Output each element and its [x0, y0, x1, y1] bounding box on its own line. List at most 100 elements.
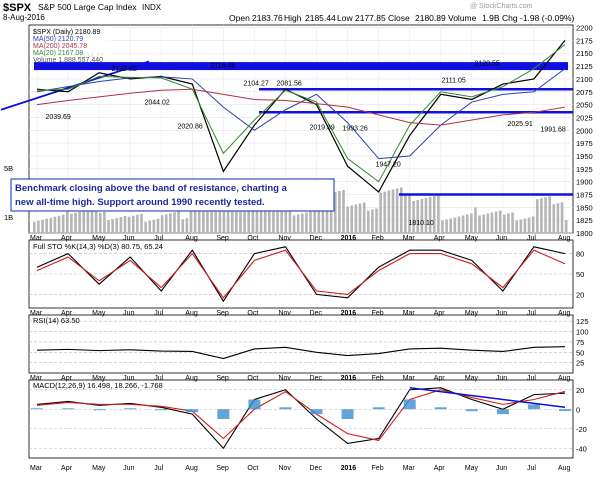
volume-bar [189, 191, 193, 233]
month-tick-label: Feb [372, 235, 384, 242]
volume-bar [523, 218, 527, 233]
y-tick-label: 2175 [576, 36, 593, 45]
y-tick-label: 100 [576, 328, 589, 337]
month-tick-label: Apr [434, 235, 446, 242]
volume-bar [457, 216, 461, 233]
volume-bar [111, 219, 114, 233]
month-tick-label: Jul [154, 235, 163, 242]
legend-volume: Volume 1,888,557,440 [33, 57, 103, 64]
y-tick-label: 1975 [576, 139, 593, 148]
volume-bar [490, 212, 494, 233]
month-tick-label: May [465, 375, 479, 382]
month-tick-label: Jun [123, 465, 134, 472]
open-value: 2183.76 [252, 13, 283, 23]
volume-bar [296, 214, 300, 233]
rsi-line [36, 346, 566, 360]
month-tick-label: 2016 [341, 465, 357, 472]
month-tick-label: Nov [278, 375, 291, 382]
histogram-bar [496, 409, 509, 415]
histogram-bar [93, 409, 106, 411]
price-annotation-label: 2111.05 [442, 77, 466, 84]
volume-bar [259, 204, 263, 233]
month-tick-label: Jun [123, 375, 134, 382]
y-tick-label: -20 [576, 425, 587, 434]
y-tick-label: 2050 [576, 101, 593, 110]
y-tick-label: 1800 [576, 229, 593, 238]
price-annotations: 2039.692134.722132.822044.022020.862116.… [46, 53, 566, 227]
volume-bar [263, 203, 267, 233]
volume-bar [181, 219, 185, 233]
volume-bar [371, 209, 374, 233]
volume-bar [478, 215, 481, 233]
price-line [36, 40, 566, 193]
histogram-bar [62, 408, 75, 410]
y-tick-label: 125 [576, 317, 589, 326]
month-tick-label: Aug [558, 310, 571, 317]
y-tick-label: -40 [576, 444, 587, 453]
price-annotation-label: 2132.82 [112, 66, 137, 73]
month-tick-label: Apr [434, 465, 446, 472]
volume-bar [160, 215, 164, 233]
volume-bar [53, 216, 57, 233]
month-tick-label: Nov [278, 235, 291, 242]
y-tick-label: 50 [576, 270, 584, 279]
volume-bar [424, 198, 428, 233]
y-tick-label: 2000 [576, 126, 593, 135]
price-annotation-label: 2025.91 [508, 121, 533, 128]
annotation-line-1: Benchmark closing above the band of resi… [15, 183, 288, 194]
volume-bar [284, 208, 288, 233]
volume-bar [127, 216, 131, 233]
volume-bar [164, 214, 168, 233]
volume-bar [449, 218, 453, 233]
month-tick-label: Aug [185, 235, 198, 242]
volume-bar [140, 213, 143, 233]
volume-bar [169, 213, 172, 233]
price-lines [36, 40, 566, 193]
volume-tick-label: 1B [4, 213, 13, 222]
volume-bar [486, 213, 490, 233]
price-annotation-label: 1947.20 [376, 161, 401, 168]
volume-bar [358, 203, 362, 233]
price-annotation-label: 2039.69 [46, 114, 71, 121]
volume-bar [379, 192, 382, 233]
volume-bar [230, 197, 234, 233]
histogram-bar [248, 399, 261, 410]
histogram-bar [465, 409, 478, 412]
month-tick-label: Dec [310, 235, 323, 242]
price-annotation-label: 2044.02 [145, 100, 170, 107]
volume-label: Volume [448, 13, 477, 23]
macd-lines: -40 -20 0 20 [29, 386, 587, 453]
volume-bar [255, 205, 259, 233]
month-tick-label: May [92, 465, 106, 472]
month-tick-label: Apr [61, 465, 73, 472]
macd-title: MACD(12,26,9) 16.498, 18.266, -1.768 [33, 381, 163, 390]
volume-bar [362, 202, 366, 233]
volume-bar [251, 192, 255, 233]
month-tick-label: Dec [310, 310, 323, 317]
price-annotation-label: 2116.48 [211, 62, 236, 69]
volume-bar [131, 215, 135, 233]
volume-bar [416, 200, 420, 233]
price-axis: 1800 1825 1850 1875 1900 1925 1950 1975 2000 2025… [4, 24, 593, 238]
histogram-bar [559, 409, 571, 411]
volume-bar [41, 219, 44, 233]
volume-bar [70, 213, 73, 233]
y-tick-label: 0 [576, 405, 580, 414]
month-tick-label: Aug [185, 310, 198, 317]
price-legend: $SPX (Daily) 2180.89 MA(50) 2120.79 MA(2… [31, 27, 111, 64]
volume-bar [309, 211, 312, 233]
volume-bar [103, 212, 106, 233]
sto-title: Full STO %K(14,3) %D(3) 80.75, 65.24 [33, 242, 163, 251]
volume-bar [564, 220, 568, 233]
legend-main: $SPX (Daily) 2180.89 [33, 29, 100, 36]
price-annotation-label: 1991.68 [541, 127, 566, 134]
ma20-line [36, 44, 566, 183]
month-tick-label: Feb [372, 465, 384, 472]
macd-line [36, 387, 566, 450]
volume-bar [37, 220, 40, 233]
close-value: 2180.89 [415, 13, 446, 23]
volume-bar [74, 212, 77, 233]
volume-bar [98, 213, 102, 233]
month-tick-label: Mar [403, 235, 416, 242]
macd-trendline [409, 387, 566, 409]
